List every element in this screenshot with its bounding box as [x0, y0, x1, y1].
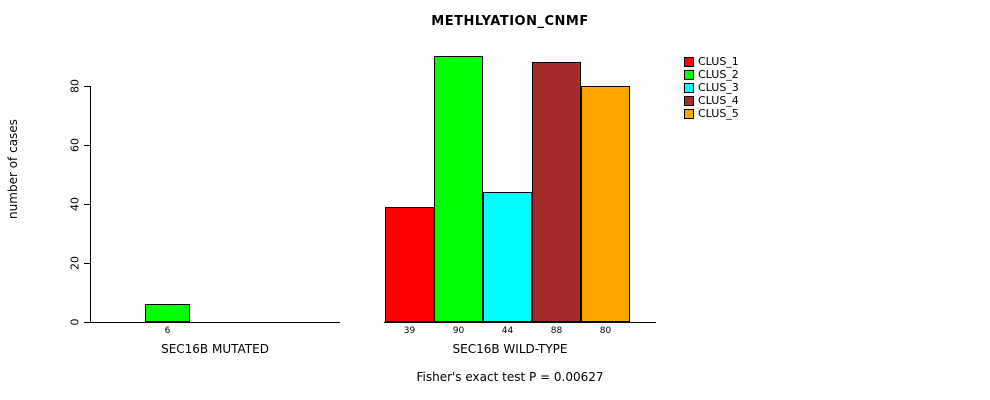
bar-value-label-clus_2-group2: 90 — [452, 326, 465, 336]
y-tick-label-80: 80 — [68, 79, 82, 93]
x-axis-group-wildtype — [384, 322, 656, 323]
y-tick-label-20: 20 — [68, 256, 82, 270]
bar-clus_5-group2 — [581, 86, 630, 322]
legend-item-clus-2: CLUS_2 — [684, 69, 739, 81]
x-axis-group-mutated — [90, 322, 340, 323]
legend-label-clus-2: CLUS_2 — [698, 68, 739, 81]
y-tick-80 — [84, 86, 90, 87]
y-tick-40 — [84, 204, 90, 205]
y-tick-0 — [84, 322, 90, 323]
legend-item-clus-1: CLUS_1 — [684, 56, 739, 68]
bar-value-label-clus_3-group2: 44 — [501, 326, 514, 336]
y-tick-20 — [84, 263, 90, 264]
bar-value-label-clus_4-group2: 88 — [550, 326, 563, 336]
bar-clus_2-group2 — [434, 56, 483, 322]
legend: CLUS_1 CLUS_2 CLUS_3 CLUS_4 CLUS_5 — [684, 56, 739, 121]
bar-value-label-clus_5-group2: 80 — [599, 326, 612, 336]
y-tick-60 — [84, 145, 90, 146]
y-tick-label-60: 60 — [68, 138, 82, 152]
legend-label-clus-4: CLUS_4 — [698, 94, 739, 107]
y-tick-label-40: 40 — [68, 197, 82, 211]
chart-title: METHLYATION_CNMF — [431, 14, 589, 29]
y-tick-label-0: 0 — [68, 318, 82, 326]
bar-value-label-clus_2-group1: 6 — [164, 326, 171, 336]
legend-label-clus-3: CLUS_3 — [698, 81, 739, 94]
bar-value-label-clus_1-group2: 39 — [403, 326, 416, 336]
legend-swatch-clus-2 — [684, 70, 694, 80]
bar-clus_3-group2 — [483, 192, 532, 322]
y-axis-line — [90, 86, 91, 323]
legend-label-clus-5: CLUS_5 — [698, 107, 739, 120]
annotation-fishers-test: Fisher's exact test P = 0.00627 — [416, 370, 604, 384]
group-label-mutated: SEC16B MUTATED — [161, 342, 269, 356]
bar-clus_2-group1 — [145, 304, 190, 322]
legend-swatch-clus-1 — [684, 57, 694, 67]
bar-clus_1-group2 — [385, 207, 434, 322]
legend-label-clus-1: CLUS_1 — [698, 55, 739, 68]
bar-clus_4-group2 — [532, 62, 581, 322]
legend-swatch-clus-3 — [684, 83, 694, 93]
legend-item-clus-3: CLUS_3 — [684, 82, 739, 94]
legend-swatch-clus-5 — [684, 109, 694, 119]
legend-item-clus-4: CLUS_4 — [684, 95, 739, 107]
group-label-wildtype: SEC16B WILD-TYPE — [452, 342, 568, 356]
legend-swatch-clus-4 — [684, 96, 694, 106]
legend-item-clus-5: CLUS_5 — [684, 108, 739, 120]
y-axis-label: number of cases — [6, 119, 20, 219]
